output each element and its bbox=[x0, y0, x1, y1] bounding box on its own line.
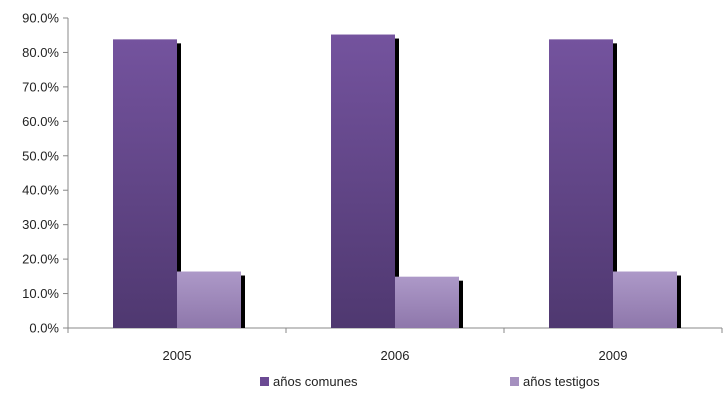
y-tick-label: 60.0% bbox=[22, 114, 59, 129]
bar-anos-comunes-2009 bbox=[549, 39, 613, 328]
x-tick-label: 2005 bbox=[163, 348, 192, 363]
bar-anos-testigos-2005 bbox=[177, 271, 241, 328]
x-tick-label: 2006 bbox=[381, 348, 410, 363]
bar-anos-comunes-2006 bbox=[331, 34, 395, 329]
y-tick-label: 30.0% bbox=[22, 217, 59, 232]
y-tick-label: 70.0% bbox=[22, 79, 59, 94]
y-tick-label: 50.0% bbox=[22, 148, 59, 163]
y-tick-label: 40.0% bbox=[22, 183, 59, 198]
legend-label: años comunes bbox=[273, 374, 358, 389]
y-tick-label: 0.0% bbox=[29, 321, 59, 336]
y-tick-label: 90.0% bbox=[22, 11, 59, 26]
legend-swatch bbox=[510, 377, 519, 386]
y-tick-label: 10.0% bbox=[22, 286, 59, 301]
y-tick-label: 80.0% bbox=[22, 45, 59, 60]
legend-swatch bbox=[260, 377, 269, 386]
bar-anos-comunes-2005 bbox=[113, 39, 177, 328]
bar-anos-testigos-2009 bbox=[613, 271, 677, 328]
legend-label: años testigos bbox=[523, 374, 600, 389]
y-tick-label: 20.0% bbox=[22, 252, 59, 267]
x-tick-label: 2009 bbox=[599, 348, 628, 363]
bar-anos-testigos-2006 bbox=[395, 276, 459, 328]
